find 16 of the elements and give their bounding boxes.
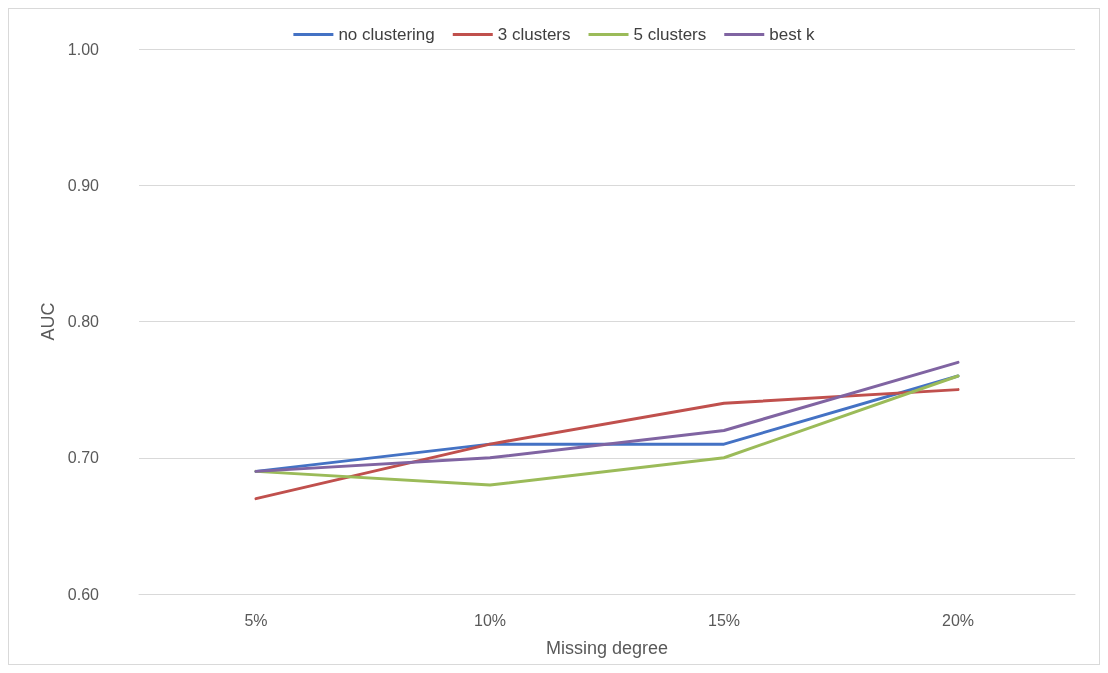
legend-label: 3 clusters [497, 25, 571, 44]
x-tick-label: 15% [707, 611, 741, 629]
legend-label: no clustering [338, 25, 435, 44]
y-tick-label: 0.60 [67, 585, 100, 603]
y-axis-title: AUC [37, 302, 58, 341]
y-tick-label: 0.90 [67, 176, 100, 194]
x-tick-label: 5% [244, 611, 268, 629]
x-tick-label: 10% [473, 611, 507, 629]
y-tick-label: 0.80 [67, 313, 100, 330]
legend-label: best k [769, 25, 816, 44]
y-tick-label: 1.00 [67, 40, 100, 58]
y-tick-label: 0.70 [67, 449, 100, 467]
x-tick-label: 20% [941, 611, 975, 629]
x-axis-title: Missing degree [545, 638, 669, 658]
legend-label: 5 clusters [633, 25, 707, 44]
line-series [254, 388, 960, 501]
